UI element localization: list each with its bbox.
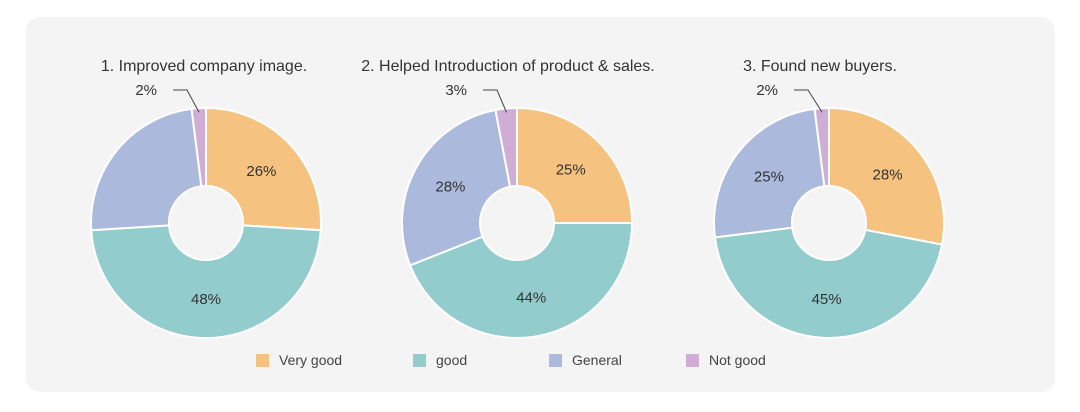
donut-3-label-general: 25%: [754, 168, 784, 185]
donut-1-slice-general: [90, 107, 203, 232]
legend-swatch-very-good: [256, 353, 269, 367]
legend-swatch-general: [549, 353, 562, 367]
donut-3-slice-very-good: [828, 106, 945, 246]
legend-label-not-good: Not good: [709, 352, 766, 368]
donut-3-label-good: 45%: [812, 291, 842, 308]
donut-1-label-very-good: 26%: [246, 163, 276, 180]
donut-2-slice-not-good: [494, 106, 518, 188]
donut-1-slice-not-good: [190, 106, 207, 188]
legend-item-general: General: [549, 352, 622, 368]
donut-3-label-very-good: 28%: [873, 167, 903, 184]
donut-3-slice-good: [713, 226, 944, 339]
donut-2-label-good: 44%: [516, 290, 546, 307]
donut-2-label-very-good: 25%: [556, 161, 586, 178]
legend-swatch-good: [413, 353, 426, 367]
legend-item-not-good: Not good: [686, 352, 766, 368]
legend-label-general: General: [572, 352, 622, 368]
donut-2-slice-good: [408, 222, 634, 339]
donut-2-callout-line: [483, 89, 508, 113]
legend-label-very-good: Very good: [279, 352, 343, 368]
donut-3-callout-line: [794, 89, 823, 113]
donut-2-slice-very-good: [516, 106, 634, 224]
donut-1-callout-line: [173, 89, 200, 113]
donut-2-label-general: 28%: [435, 178, 465, 195]
donut-3-label-not-good: 2%: [756, 82, 778, 99]
donut-1-label-not-good: 2%: [135, 82, 157, 99]
legend-swatch-not-good: [686, 353, 699, 367]
legend-label-good: good: [436, 352, 468, 368]
donut-2-label-not-good: 3%: [445, 82, 467, 99]
donut-1-slice-good: [90, 224, 322, 339]
chart-title-2: 2. Helped Introduction of product & sale…: [361, 58, 655, 75]
donut-3-slice-general: [713, 107, 826, 239]
chart-title-3: 3. Found new buyers.: [743, 58, 897, 75]
donut-1-slice-very-good: [205, 106, 322, 232]
legend-item-good: good: [413, 352, 467, 368]
donut-1-label-good: 48%: [191, 291, 221, 308]
donut-2-slice-general: [401, 108, 512, 267]
legend-item-very-good: Very good: [256, 352, 342, 368]
chart-title-1: 1. Improved company image.: [100, 58, 308, 75]
